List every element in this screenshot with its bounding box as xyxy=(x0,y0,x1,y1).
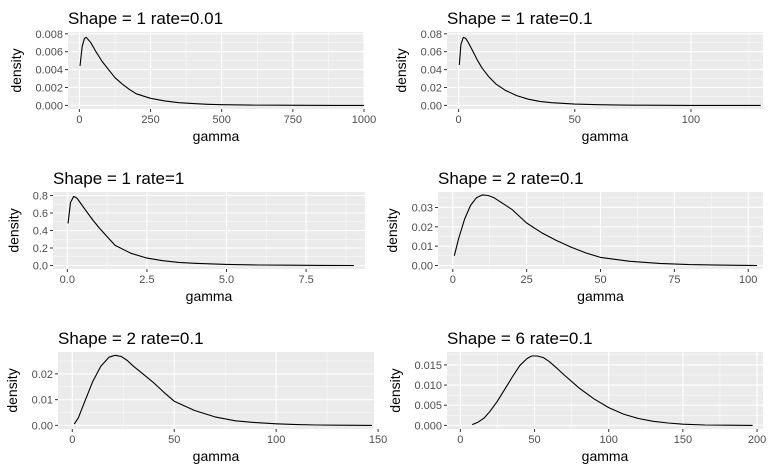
x-tick-label: 750 xyxy=(284,114,302,126)
x-tick-label: 500 xyxy=(213,114,231,126)
x-tick-label: 200 xyxy=(748,434,766,446)
y-tick-label: 0.000 xyxy=(414,420,442,432)
y-tick-label: 0.00 xyxy=(32,420,53,432)
x-tick-label: 100 xyxy=(682,114,700,126)
x-tick-label: 50 xyxy=(594,274,606,286)
y-tick-label: 0.02 xyxy=(32,369,53,381)
chart-panel: 0 50 100 150 0.00 0.01 0.02 Shape = 2 rate=0.1 g… xyxy=(4,329,387,464)
x-axis-label: gamma xyxy=(193,128,240,144)
chart-title: Shape = 2 rate=0.1 xyxy=(58,329,204,348)
x-axis-label: gamma xyxy=(582,448,629,464)
x-axis-label: gamma xyxy=(582,128,629,144)
chart-panel: 0.0 2.5 5.0 7.5 0.0 0.2 0.4 0.6 0.8 Shape = 1 rat… xyxy=(5,169,365,304)
x-tick-label: 0 xyxy=(450,274,456,286)
y-tick-label: 0.6 xyxy=(33,208,48,220)
y-axis-label: density xyxy=(393,48,409,92)
x-tick-label: 5.0 xyxy=(219,274,234,286)
y-tick-label: 0.006 xyxy=(35,47,63,59)
y-tick-label: 0.01 xyxy=(412,241,433,253)
x-tick-label: 50 xyxy=(528,434,540,446)
plot-panel-background xyxy=(447,32,763,109)
x-axis-label: gamma xyxy=(186,288,233,304)
chart-title: Shape = 2 rate=0.1 xyxy=(438,169,584,188)
plot-panel-background xyxy=(447,352,763,429)
x-tick-label: 150 xyxy=(369,434,387,446)
y-tick-label: 0.2 xyxy=(33,243,48,255)
y-tick-label: 0.002 xyxy=(35,83,63,95)
x-tick-label: 100 xyxy=(739,274,757,286)
y-tick-label: 0.02 xyxy=(421,83,442,95)
y-tick-label: 0.4 xyxy=(33,226,48,238)
x-tick-label: 0.0 xyxy=(60,274,75,286)
x-tick-label: 0 xyxy=(69,434,75,446)
x-tick-label: 50 xyxy=(168,434,180,446)
x-tick-label: 75 xyxy=(668,274,680,286)
y-tick-label: 0.0 xyxy=(33,261,48,273)
y-tick-label: 0.04 xyxy=(421,65,442,77)
y-tick-label: 0.000 xyxy=(35,100,63,112)
x-tick-label: 1000 xyxy=(352,114,376,126)
y-tick-label: 0.08 xyxy=(421,29,442,41)
chart-panel: 0 50 100 150 200 0.000 0.005 0.010 0.015 Shape = … xyxy=(387,329,766,464)
x-tick-label: 0 xyxy=(457,434,463,446)
x-tick-label: 25 xyxy=(521,274,533,286)
x-tick-label: 2.5 xyxy=(139,274,154,286)
y-tick-label: 0.00 xyxy=(421,100,442,112)
chart-panel: 0 25 50 75 100 0.00 0.01 0.02 0.03 Shape = 2 rate… xyxy=(384,169,763,304)
density-line xyxy=(471,355,753,426)
y-tick-label: 0.02 xyxy=(412,222,433,234)
chart-title: Shape = 1 rate=0.01 xyxy=(68,9,223,28)
y-axis-label: density xyxy=(387,368,403,412)
y-tick-label: 0.00 xyxy=(412,261,433,273)
x-tick-label: 150 xyxy=(674,434,692,446)
chart-title: Shape = 6 rate=0.1 xyxy=(447,329,593,348)
density-line xyxy=(73,354,373,426)
x-axis-label: gamma xyxy=(577,288,624,304)
y-axis-label: density xyxy=(5,208,21,252)
y-tick-label: 0.01 xyxy=(32,395,53,407)
y-axis-label: density xyxy=(384,208,400,252)
plot-panel-background xyxy=(58,352,374,429)
y-axis-label: density xyxy=(8,48,24,92)
chart-title: Shape = 1 rate=0.1 xyxy=(447,9,593,28)
x-tick-label: 0 xyxy=(76,114,82,126)
density-line xyxy=(79,36,364,106)
chart-title: Shape = 1 rate=1 xyxy=(53,169,184,188)
x-tick-label: 100 xyxy=(267,434,285,446)
chart-panel: 0 50 100 0.00 0.02 0.04 0.06 0.08 Shape = 1 rate… xyxy=(393,9,763,144)
y-tick-label: 0.015 xyxy=(414,360,442,372)
x-tick-label: 100 xyxy=(600,434,618,446)
y-tick-label: 0.005 xyxy=(414,400,442,412)
y-tick-label: 0.010 xyxy=(414,380,442,392)
x-tick-label: 7.5 xyxy=(298,274,313,286)
chart-panel: 0 250 500 750 1000 0.000 0.002 0.004 0.006 0.008 S… xyxy=(8,9,376,144)
density-line xyxy=(67,195,354,267)
plot-panel-background xyxy=(68,32,364,109)
x-tick-label: 250 xyxy=(141,114,159,126)
y-axis-label: density xyxy=(4,368,20,412)
density-line xyxy=(453,194,758,267)
y-tick-label: 0.06 xyxy=(421,47,442,59)
x-tick-label: 50 xyxy=(569,114,581,126)
y-tick-label: 0.8 xyxy=(33,191,48,203)
density-line xyxy=(458,36,761,106)
y-tick-label: 0.004 xyxy=(35,65,63,77)
y-tick-label: 0.03 xyxy=(412,202,433,214)
x-axis-label: gamma xyxy=(193,448,240,464)
x-tick-label: 0 xyxy=(456,114,462,126)
y-tick-label: 0.008 xyxy=(35,29,63,41)
